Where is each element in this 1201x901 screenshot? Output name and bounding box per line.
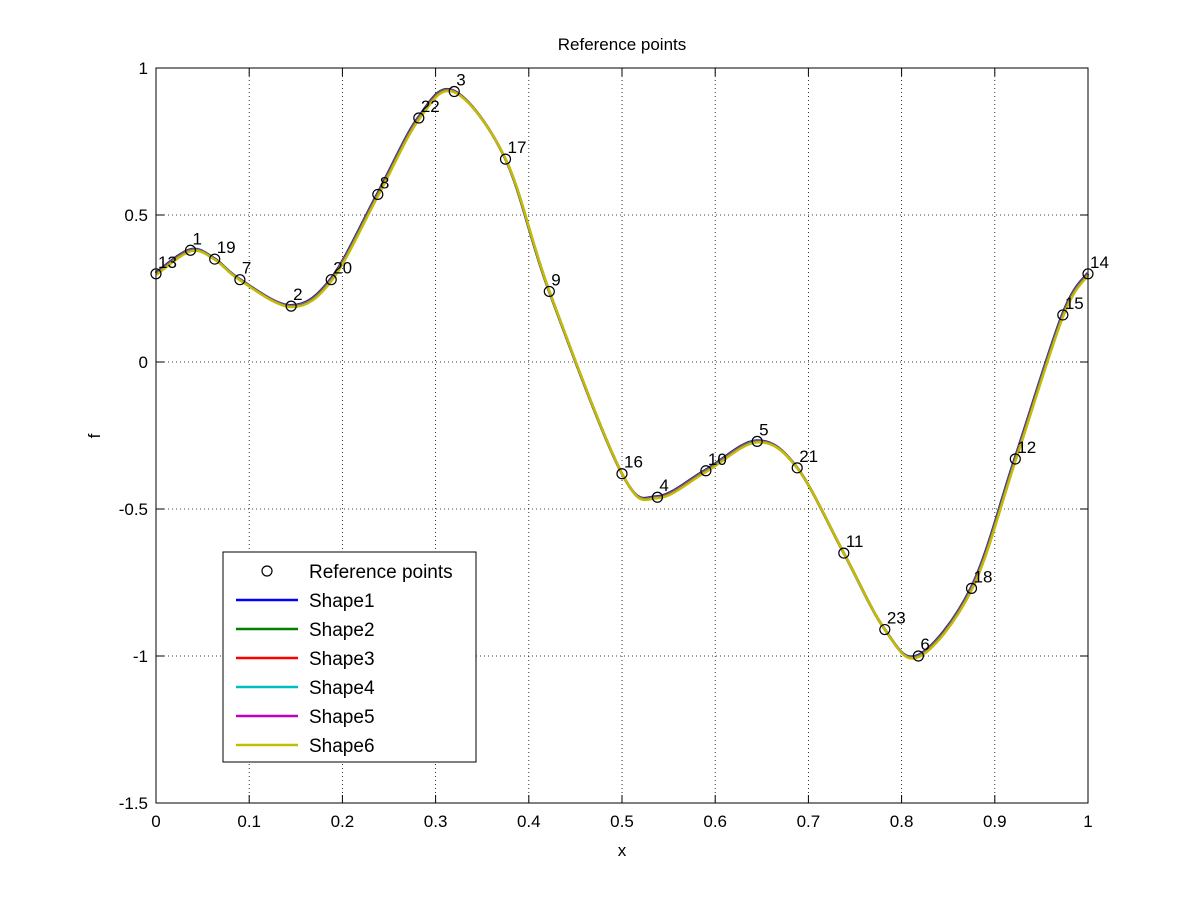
reference-point-marker xyxy=(700,465,712,477)
legend: Reference points Shape1 Shape2 Shape3 Shape4… xyxy=(222,551,477,763)
y-tick-label: 0.5 xyxy=(124,206,148,225)
reference-point-marker xyxy=(184,244,197,256)
x-tick-label: 0.3 xyxy=(424,812,448,831)
reference-point-label: 16 xyxy=(624,453,643,472)
reference-point-marker xyxy=(1057,309,1069,321)
reference-point-marker xyxy=(325,274,337,286)
reference-point-marker xyxy=(616,468,628,480)
reference-point-label: 11 xyxy=(846,532,864,551)
reference-point-label: 3 xyxy=(456,71,465,90)
legend-marker-reference xyxy=(261,565,273,577)
reference-point-marker xyxy=(285,300,297,312)
reference-point-marker xyxy=(372,188,384,201)
x-tick-label: 1 xyxy=(1083,812,1092,831)
reference-point-marker xyxy=(543,285,555,298)
reference-point-marker xyxy=(791,462,803,474)
y-tick-label: -1.5 xyxy=(119,794,148,813)
reference-point-label: 18 xyxy=(974,567,993,586)
x-tick-label: 0.2 xyxy=(331,812,355,831)
legend-label-shape5: Shape5 xyxy=(309,707,375,728)
reference-point-marker xyxy=(209,253,221,265)
reference-point-label: 9 xyxy=(551,270,560,289)
y-tick-label: 0 xyxy=(139,353,148,372)
reference-point-marker xyxy=(448,85,460,98)
y-tick-label: 1 xyxy=(139,59,148,78)
reference-point-marker xyxy=(838,547,850,559)
legend-label-shape2: Shape2 xyxy=(309,620,375,641)
reference-point-label: 19 xyxy=(217,238,236,257)
reference-point-label: 1 xyxy=(192,229,201,248)
reference-point-label: 21 xyxy=(799,447,818,466)
reference-point-label: 15 xyxy=(1065,294,1084,313)
reference-point-label: 2 xyxy=(293,285,302,304)
legend-label-shape4: Shape4 xyxy=(309,678,375,699)
y-tick-label: -0.5 xyxy=(119,500,148,519)
legend-label-shape1: Shape1 xyxy=(309,591,375,612)
series-line-shape6 xyxy=(155,89,1090,660)
reference-point-label: 13 xyxy=(158,253,177,272)
reference-point-label: 7 xyxy=(242,259,251,278)
reference-point-labels: 13 1 19 7 2 20 8 22 3 17 9 16 4 10 5 21 11 23 6 18 12 15 14 xyxy=(158,71,1109,654)
reference-point-marker xyxy=(234,274,246,286)
x-tick-label: 0.4 xyxy=(517,812,541,831)
reference-point-label: 10 xyxy=(708,450,727,469)
reference-point-marker xyxy=(912,650,924,662)
reference-point-label: 23 xyxy=(887,609,906,628)
reference-point-marker xyxy=(499,153,512,165)
chart-title: Reference points xyxy=(558,35,687,54)
reference-point-marker xyxy=(1009,453,1021,465)
reference-point-label: 8 xyxy=(380,173,389,192)
y-axis-label: f xyxy=(85,433,104,438)
x-tick-label: 0 xyxy=(151,812,160,831)
reference-point-label: 5 xyxy=(759,420,768,439)
reference-point-marker xyxy=(751,435,763,447)
reference-point-marker xyxy=(879,623,891,636)
x-tick-label: 0.8 xyxy=(890,812,914,831)
legend-label-reference: Reference points xyxy=(309,562,453,583)
x-tick-label: 0.1 xyxy=(237,812,261,831)
reference-point-label: 6 xyxy=(920,635,929,654)
x-tick-label: 0.6 xyxy=(703,812,727,831)
reference-point-label: 22 xyxy=(421,97,440,116)
reference-point-label: 17 xyxy=(508,138,527,157)
axis-ticks: 0 0.1 0.2 0.3 0.4 0.5 0.6 0.7 0.8 0.9 1 -1.5 -1 -0.5 0… xyxy=(119,59,1093,831)
reference-point-marker xyxy=(651,491,664,503)
x-tick-label: 0.7 xyxy=(797,812,821,831)
y-tick-label: -1 xyxy=(133,647,148,666)
x-tick-label: 0.5 xyxy=(610,812,634,831)
reference-point-label: 20 xyxy=(333,259,352,278)
x-axis-label: x xyxy=(618,841,627,860)
reference-point-marker xyxy=(413,112,425,124)
reference-point-label: 4 xyxy=(659,476,668,495)
reference-point-label: 12 xyxy=(1017,438,1036,457)
legend-label-shape3: Shape3 xyxy=(309,649,375,670)
legend-label-shape6: Shape6 xyxy=(309,736,375,757)
reference-point-marker xyxy=(965,582,978,594)
x-tick-label: 0.9 xyxy=(983,812,1007,831)
reference-point-label: 14 xyxy=(1090,253,1109,272)
